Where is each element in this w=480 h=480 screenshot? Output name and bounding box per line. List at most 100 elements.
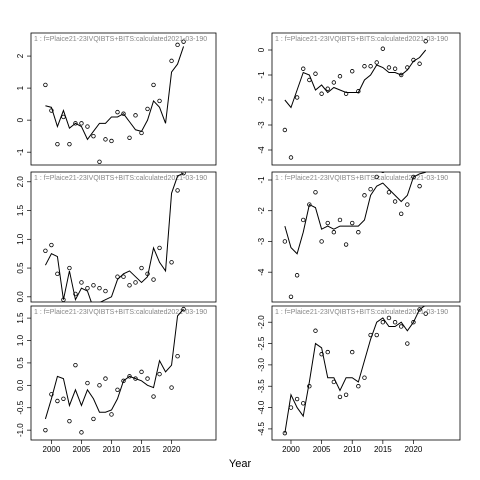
data-point	[139, 369, 144, 375]
data-point	[127, 135, 132, 140]
data-point	[79, 280, 84, 285]
panel: 1 : f=Plaice21-23IVQIBTS+BITS:calculated…	[34, 306, 207, 435]
data-point	[55, 271, 60, 277]
data-point	[301, 217, 306, 223]
x-tick-label: 2020	[405, 445, 423, 454]
data-point	[109, 412, 114, 417]
x-tick-label: 2015	[374, 445, 392, 454]
data-point	[417, 61, 422, 66]
data-point	[331, 230, 337, 235]
y-tick-label: -1	[257, 71, 266, 79]
data-point	[157, 245, 162, 251]
data-point	[43, 248, 48, 254]
data-point	[121, 274, 126, 279]
data-point	[121, 111, 126, 116]
y-tick-label: 0	[16, 117, 25, 122]
panel: 1 : f=Plaice21-23IVQIBTS+BITS:calculated…	[34, 172, 207, 302]
y-tick-label: 0	[257, 47, 266, 52]
data-point	[85, 380, 90, 386]
data-point	[115, 274, 120, 279]
data-point	[61, 396, 66, 401]
y-tick-label: -2	[257, 96, 266, 104]
data-point	[157, 371, 162, 377]
x-tick-label: 2005	[313, 445, 331, 454]
y-tick-label: 1	[16, 85, 25, 90]
x-tick-label: 2005	[73, 445, 91, 454]
data-point	[386, 65, 392, 70]
data-point	[115, 387, 120, 393]
data-point	[169, 58, 174, 64]
x-tick-label: 2000	[282, 445, 300, 454]
y-tick-label: -1	[16, 148, 25, 156]
data-point	[175, 353, 180, 359]
y-tick-label: 0.0	[16, 379, 25, 391]
y-tick-label: -4.0	[257, 400, 266, 414]
data-point	[169, 385, 174, 390]
data-point	[91, 283, 96, 288]
panel-frame	[30, 32, 217, 166]
y-tick-label: -3.5	[257, 379, 266, 393]
data-point	[417, 307, 422, 312]
data-point	[282, 239, 288, 244]
data-point	[350, 220, 355, 226]
data-point	[301, 401, 306, 406]
data-point	[169, 260, 174, 265]
x-tick-label: 2020	[163, 445, 181, 454]
data-point	[145, 106, 150, 112]
y-tick-label: -2.5	[257, 336, 266, 350]
data-point	[43, 427, 48, 433]
y-tick-label: -4	[257, 146, 266, 154]
data-point	[362, 193, 367, 198]
data-point	[325, 349, 330, 355]
series-line	[284, 306, 426, 434]
data-point	[67, 265, 72, 271]
data-point	[103, 288, 108, 294]
data-point	[386, 315, 392, 321]
x-axis-label: Year	[229, 458, 252, 470]
data-point	[294, 95, 300, 100]
data-point	[423, 311, 428, 316]
data-point	[362, 375, 367, 380]
data-point	[181, 172, 186, 176]
data-point	[103, 137, 108, 142]
data-point	[374, 174, 379, 180]
data-point	[392, 320, 398, 325]
data-point	[325, 220, 330, 226]
y-tick-label: -4	[257, 268, 266, 276]
data-point	[288, 294, 294, 299]
panel-annotation: 1 : f=Plaice21-23IVQIBTS+BITS:calculated…	[34, 309, 207, 316]
y-tick-label: -2.0	[257, 315, 266, 329]
data-point	[85, 285, 90, 291]
data-point	[319, 91, 324, 96]
x-tick-label: 2000	[43, 445, 61, 454]
data-point	[55, 141, 60, 147]
data-point	[350, 69, 355, 74]
data-point	[175, 42, 180, 48]
data-point	[73, 121, 78, 126]
data-point	[127, 283, 132, 288]
data-point	[288, 405, 294, 410]
series-line	[45, 46, 185, 141]
data-point	[67, 418, 72, 424]
y-tick-label: -0.5	[16, 400, 25, 414]
data-point	[399, 324, 404, 329]
data-point	[350, 349, 355, 355]
series-line	[284, 49, 427, 109]
data-point	[109, 138, 114, 144]
y-tick-label: 1.0	[16, 334, 25, 346]
data-point	[91, 416, 96, 422]
data-point	[97, 159, 102, 164]
data-point	[139, 265, 144, 271]
series-line	[44, 308, 184, 420]
data-point	[145, 376, 150, 381]
data-point	[127, 374, 132, 379]
panel: 1 : f=Plaice21-23IVQIBTS+BITS:calculated…	[275, 36, 448, 160]
panel-frame	[271, 305, 461, 441]
y-tick-label: -4.5	[257, 421, 266, 435]
y-tick-label: 2	[16, 53, 25, 58]
data-point	[151, 277, 156, 282]
data-point	[73, 291, 78, 297]
data-point	[399, 72, 404, 78]
panel-annotation: 1 : f=Plaice21-23IVQIBTS+BITS:calculated…	[34, 36, 207, 43]
data-point	[49, 392, 54, 397]
